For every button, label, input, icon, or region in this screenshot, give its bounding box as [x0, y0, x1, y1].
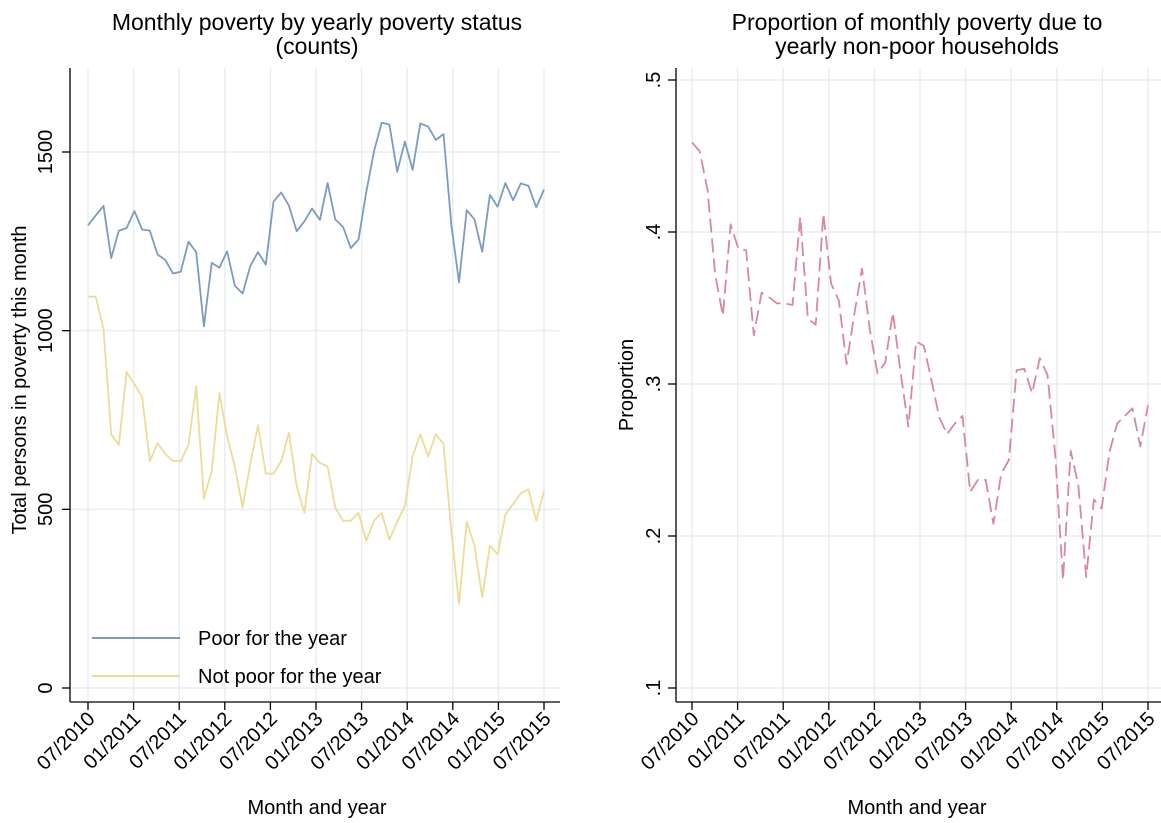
legend: Poor for the year Not poor for the year [92, 628, 382, 688]
y-tick-label: 1000 [35, 308, 57, 353]
series-line-secondary [88, 295, 545, 605]
series-line-primary [691, 141, 1149, 581]
x-axis-label: Month and year [248, 797, 387, 819]
y-axis-label: Total persons in poverty this month [9, 225, 31, 534]
y-axis-label: Proportion [616, 339, 638, 431]
legend-label: Poor for the year [198, 628, 347, 650]
chart-title: Proportion of monthly poverty due to [732, 9, 1103, 35]
y-tick-label: 0 [35, 682, 57, 693]
chart-monthly-poverty-counts: Monthly poverty by yearly poverty status… [9, 9, 560, 819]
y-tick-label: 1500 [35, 130, 57, 175]
y-tick-label: 500 [35, 493, 57, 526]
chart-subtitle: yearly non-poor households [775, 33, 1059, 59]
y-tick-label: .3 [643, 376, 665, 393]
chart-title: Monthly poverty by yearly poverty status [112, 9, 522, 35]
chart-subtitle: (counts) [275, 33, 358, 59]
y-tick-label: .5 [643, 72, 665, 89]
chart-proportion-nonpoor: Proportion of monthly poverty due to yea… [616, 9, 1161, 819]
x-axis-label: Month and year [848, 797, 987, 819]
y-tick-label: .2 [643, 528, 665, 545]
y-tick-label: .1 [643, 680, 665, 697]
series-line-primary [87, 121, 545, 328]
y-tick-label: .4 [643, 224, 665, 241]
legend-label: Not poor for the year [198, 666, 382, 688]
